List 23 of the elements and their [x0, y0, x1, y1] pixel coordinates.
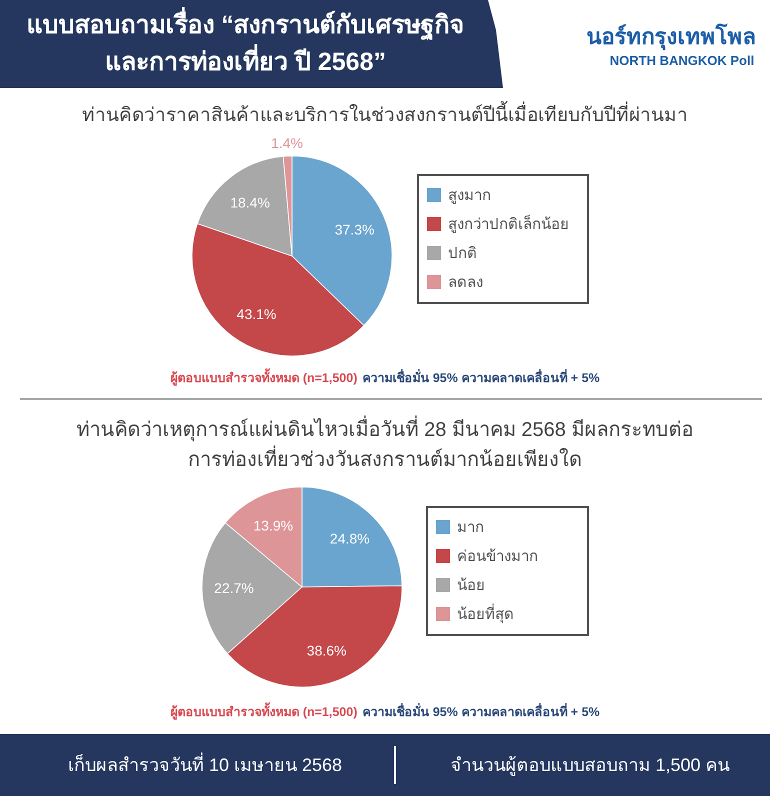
note: ความเชื่อมั่น 95% ความคลาดเคลื่อนที่ + 5%	[362, 705, 600, 719]
legend-label: น้อย	[457, 576, 485, 594]
legend-label: สูงกว่าปกติเล็กน้อย	[448, 216, 569, 232]
data-label: 24.8%	[330, 530, 370, 547]
data-label: 13.9%	[253, 517, 294, 534]
data-label: 38.6%	[306, 642, 346, 658]
data-label: 22.7%	[214, 580, 254, 596]
legend-label: ลดลง	[448, 274, 483, 290]
data-label: 18.4%	[230, 194, 270, 210]
data-label: 1.4%	[271, 135, 303, 152]
footer: เก็บผลสำรวจวันที่ 10 เมษายน 2568	[68, 755, 342, 775]
legend-label: น้อยที่สุด	[457, 606, 514, 622]
legend-label: มาก	[457, 518, 484, 536]
heading: แบบสอบถามเรื่อง “สงกรานต์กับเศรษฐกิจ และการท่องเที่ยว ปี 2568”	[0, 0, 503, 88]
data-label: 37.3%	[334, 221, 374, 238]
footer: จำนวนผู้ตอบแบบสอบถาม 1,500 คน	[450, 755, 730, 775]
source: NORTH BANGKOK Poll	[610, 52, 754, 68]
legend-label: ปกติ	[448, 244, 477, 262]
data-label: 43.1%	[236, 306, 276, 322]
legend-label: สูงมาก	[448, 186, 491, 204]
legend-label: ค่อนข้างมาก	[457, 548, 538, 564]
source: นอร์ทกรุงเทพโพล	[586, 24, 756, 48]
note: ความเชื่อมั่น 95% ความคลาดเคลื่อนที่ + 5%	[362, 371, 600, 385]
